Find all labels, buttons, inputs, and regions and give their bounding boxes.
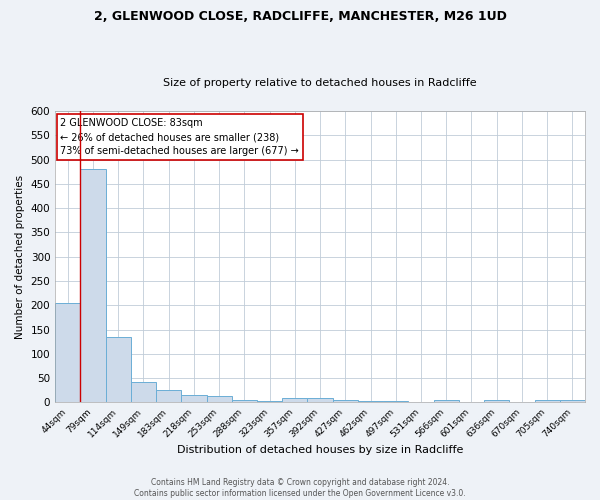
Bar	[535, 400, 560, 402]
Bar	[232, 400, 257, 402]
Text: 2 GLENWOOD CLOSE: 83sqm
← 26% of detached houses are smaller (238)
73% of semi-d: 2 GLENWOOD CLOSE: 83sqm ← 26% of detache…	[61, 118, 299, 156]
Bar	[55, 303, 80, 402]
Title: Size of property relative to detached houses in Radcliffe: Size of property relative to detached ho…	[163, 78, 477, 88]
Bar	[358, 400, 383, 402]
Bar	[257, 400, 282, 402]
Bar	[80, 170, 106, 402]
Bar	[307, 398, 332, 402]
Bar	[484, 400, 509, 402]
Bar	[156, 390, 181, 402]
Y-axis label: Number of detached properties: Number of detached properties	[15, 174, 25, 339]
Bar	[181, 395, 206, 402]
Bar	[206, 396, 232, 402]
Bar	[106, 337, 131, 402]
Bar	[383, 400, 409, 402]
Bar	[282, 398, 307, 402]
Bar	[434, 400, 459, 402]
Bar	[131, 382, 156, 402]
Text: Contains HM Land Registry data © Crown copyright and database right 2024.
Contai: Contains HM Land Registry data © Crown c…	[134, 478, 466, 498]
Bar	[332, 400, 358, 402]
Bar	[560, 400, 585, 402]
Text: 2, GLENWOOD CLOSE, RADCLIFFE, MANCHESTER, M26 1UD: 2, GLENWOOD CLOSE, RADCLIFFE, MANCHESTER…	[94, 10, 506, 23]
X-axis label: Distribution of detached houses by size in Radcliffe: Distribution of detached houses by size …	[177, 445, 463, 455]
